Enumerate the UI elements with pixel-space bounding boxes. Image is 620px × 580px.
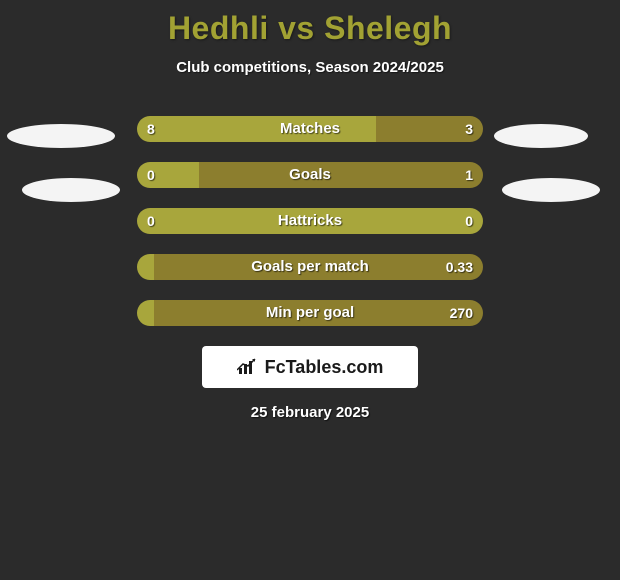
stat-label: Matches <box>137 116 483 142</box>
stat-row: Min per goal270 <box>0 300 620 326</box>
stat-label: Hattricks <box>137 208 483 234</box>
stat-value-right: 0.33 <box>446 254 473 280</box>
stat-row: Goals per match0.33 <box>0 254 620 280</box>
bar-track: Hattricks0 0 <box>137 208 483 234</box>
bar-track: Goals0 1 <box>137 162 483 188</box>
stat-value-left: 0 <box>147 208 155 234</box>
date-label: 25 february 2025 <box>0 404 620 421</box>
stat-value-left: 8 <box>147 116 155 142</box>
bar-chart-icon <box>237 358 259 376</box>
stat-value-right: 0 <box>465 208 473 234</box>
stat-row: Matches8 3 <box>0 116 620 142</box>
stat-value-right: 1 <box>465 162 473 188</box>
brand-logo: FcTables.com <box>202 346 418 388</box>
stat-label: Goals <box>137 162 483 188</box>
bar-track: Matches8 3 <box>137 116 483 142</box>
subtitle: Club competitions, Season 2024/2025 <box>0 59 620 76</box>
page-title: Hedhli vs Shelegh <box>0 0 620 47</box>
stat-label: Min per goal <box>137 300 483 326</box>
stat-value-left: 0 <box>147 162 155 188</box>
stat-label: Goals per match <box>137 254 483 280</box>
brand-logo-text: FcTables.com <box>265 357 384 378</box>
stat-row: Goals0 1 <box>0 162 620 188</box>
stat-value-right: 270 <box>450 300 473 326</box>
bar-track: Goals per match0.33 <box>137 254 483 280</box>
bar-track: Min per goal270 <box>137 300 483 326</box>
comparison-card: Hedhli vs Shelegh Club competitions, Sea… <box>0 0 620 580</box>
stat-row: Hattricks0 0 <box>0 208 620 234</box>
stat-value-right: 3 <box>465 116 473 142</box>
